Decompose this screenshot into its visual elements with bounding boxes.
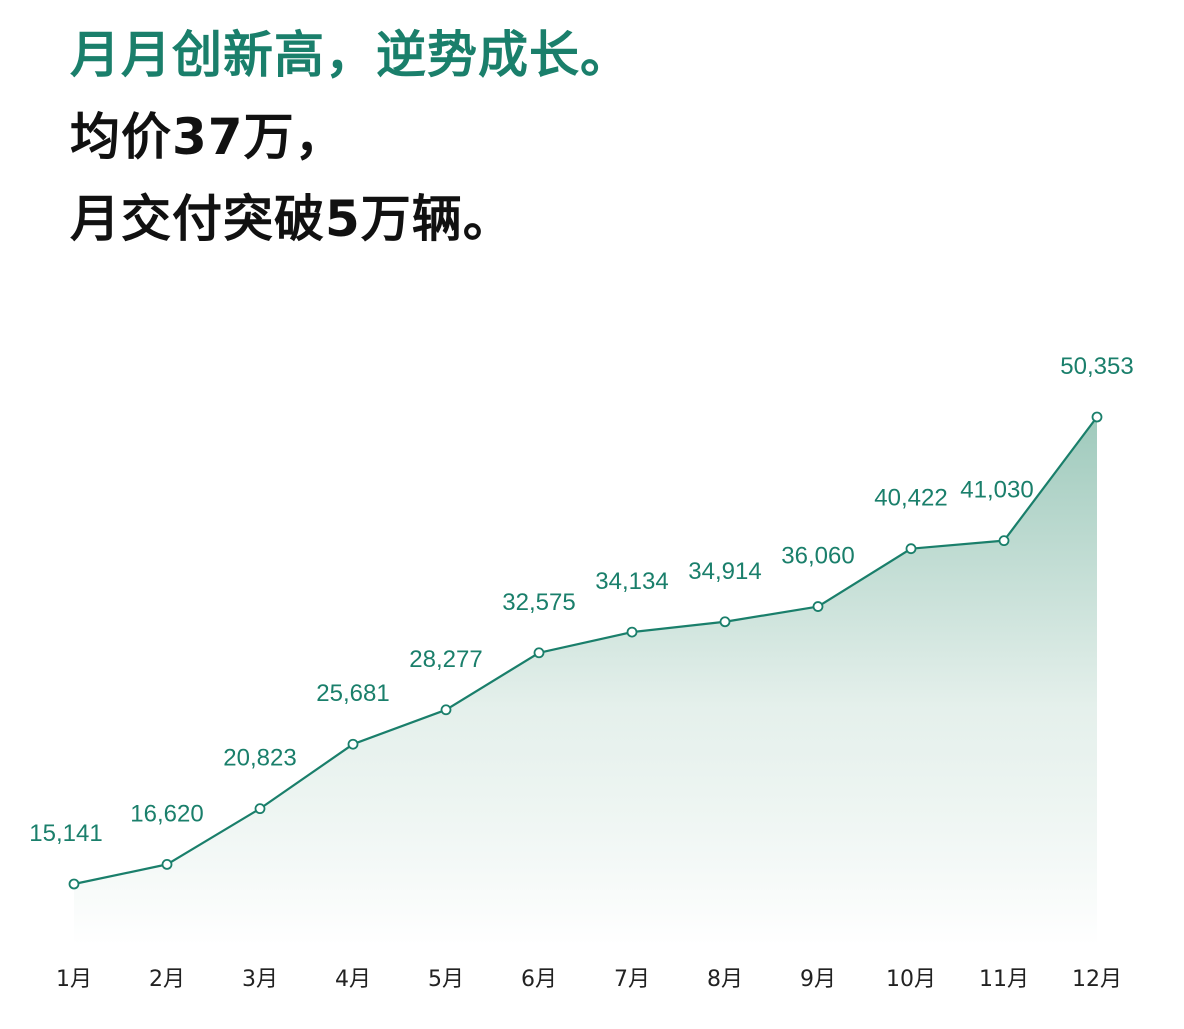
- x-tick-label-1: 1月: [56, 967, 92, 992]
- value-label-7: 34,134: [595, 568, 668, 595]
- data-point-11: [998, 535, 1010, 547]
- headline-tagline: 月月创新高，逆势成长。: [70, 26, 631, 84]
- value-label-4: 25,681: [316, 680, 389, 707]
- value-label-9: 36,060: [781, 543, 854, 570]
- x-tick-label-3: 3月: [242, 967, 278, 992]
- x-tick-label-2: 2月: [149, 967, 185, 992]
- data-point-5: [440, 704, 452, 716]
- value-label-6: 32,575: [502, 589, 575, 616]
- value-label-12: 50,353: [1060, 353, 1133, 380]
- x-tick-label-7: 7月: [614, 967, 650, 992]
- data-point-4: [347, 738, 359, 750]
- data-point-3: [254, 803, 266, 815]
- value-label-3: 20,823: [223, 745, 296, 772]
- data-point-2: [161, 858, 173, 870]
- data-point-1: [68, 878, 80, 890]
- data-point-7: [626, 626, 638, 638]
- value-label-10: 40,422: [874, 485, 947, 512]
- x-tick-label-11: 11月: [979, 967, 1029, 992]
- headline: 月月创新高，逆势成长。 均价37万， 月交付突破5万辆。: [70, 14, 631, 260]
- data-point-12: [1091, 411, 1103, 423]
- data-point-6: [533, 647, 545, 659]
- value-label-1: 15,141: [29, 820, 102, 847]
- x-tick-label-5: 5月: [428, 967, 464, 992]
- value-label-11: 41,030: [960, 477, 1033, 504]
- value-label-2: 16,620: [130, 800, 203, 827]
- delivery-area-fill: [74, 417, 1097, 945]
- x-tick-label-6: 6月: [521, 967, 557, 992]
- value-label-8: 34,914: [688, 558, 761, 585]
- data-point-9: [812, 601, 824, 612]
- x-tick-label-12: 12月: [1072, 967, 1122, 992]
- headline-price: 均价37万，: [70, 108, 346, 166]
- headline-deliveries: 月交付突破5万辆。: [70, 190, 514, 248]
- x-tick-label-10: 10月: [886, 967, 936, 992]
- x-tick-label-9: 9月: [800, 967, 836, 992]
- value-label-5: 28,277: [409, 646, 482, 673]
- data-point-8: [719, 616, 731, 628]
- delivery-series-line: [73, 416, 1098, 886]
- x-tick-label-4: 4月: [335, 967, 371, 992]
- data-point-10: [905, 543, 917, 555]
- x-tick-label-8: 8月: [707, 967, 743, 992]
